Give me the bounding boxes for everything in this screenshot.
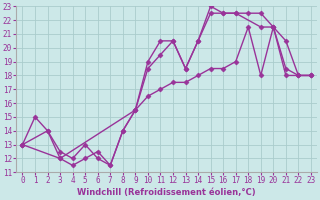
X-axis label: Windchill (Refroidissement éolien,°C): Windchill (Refroidissement éolien,°C) [77,188,256,197]
